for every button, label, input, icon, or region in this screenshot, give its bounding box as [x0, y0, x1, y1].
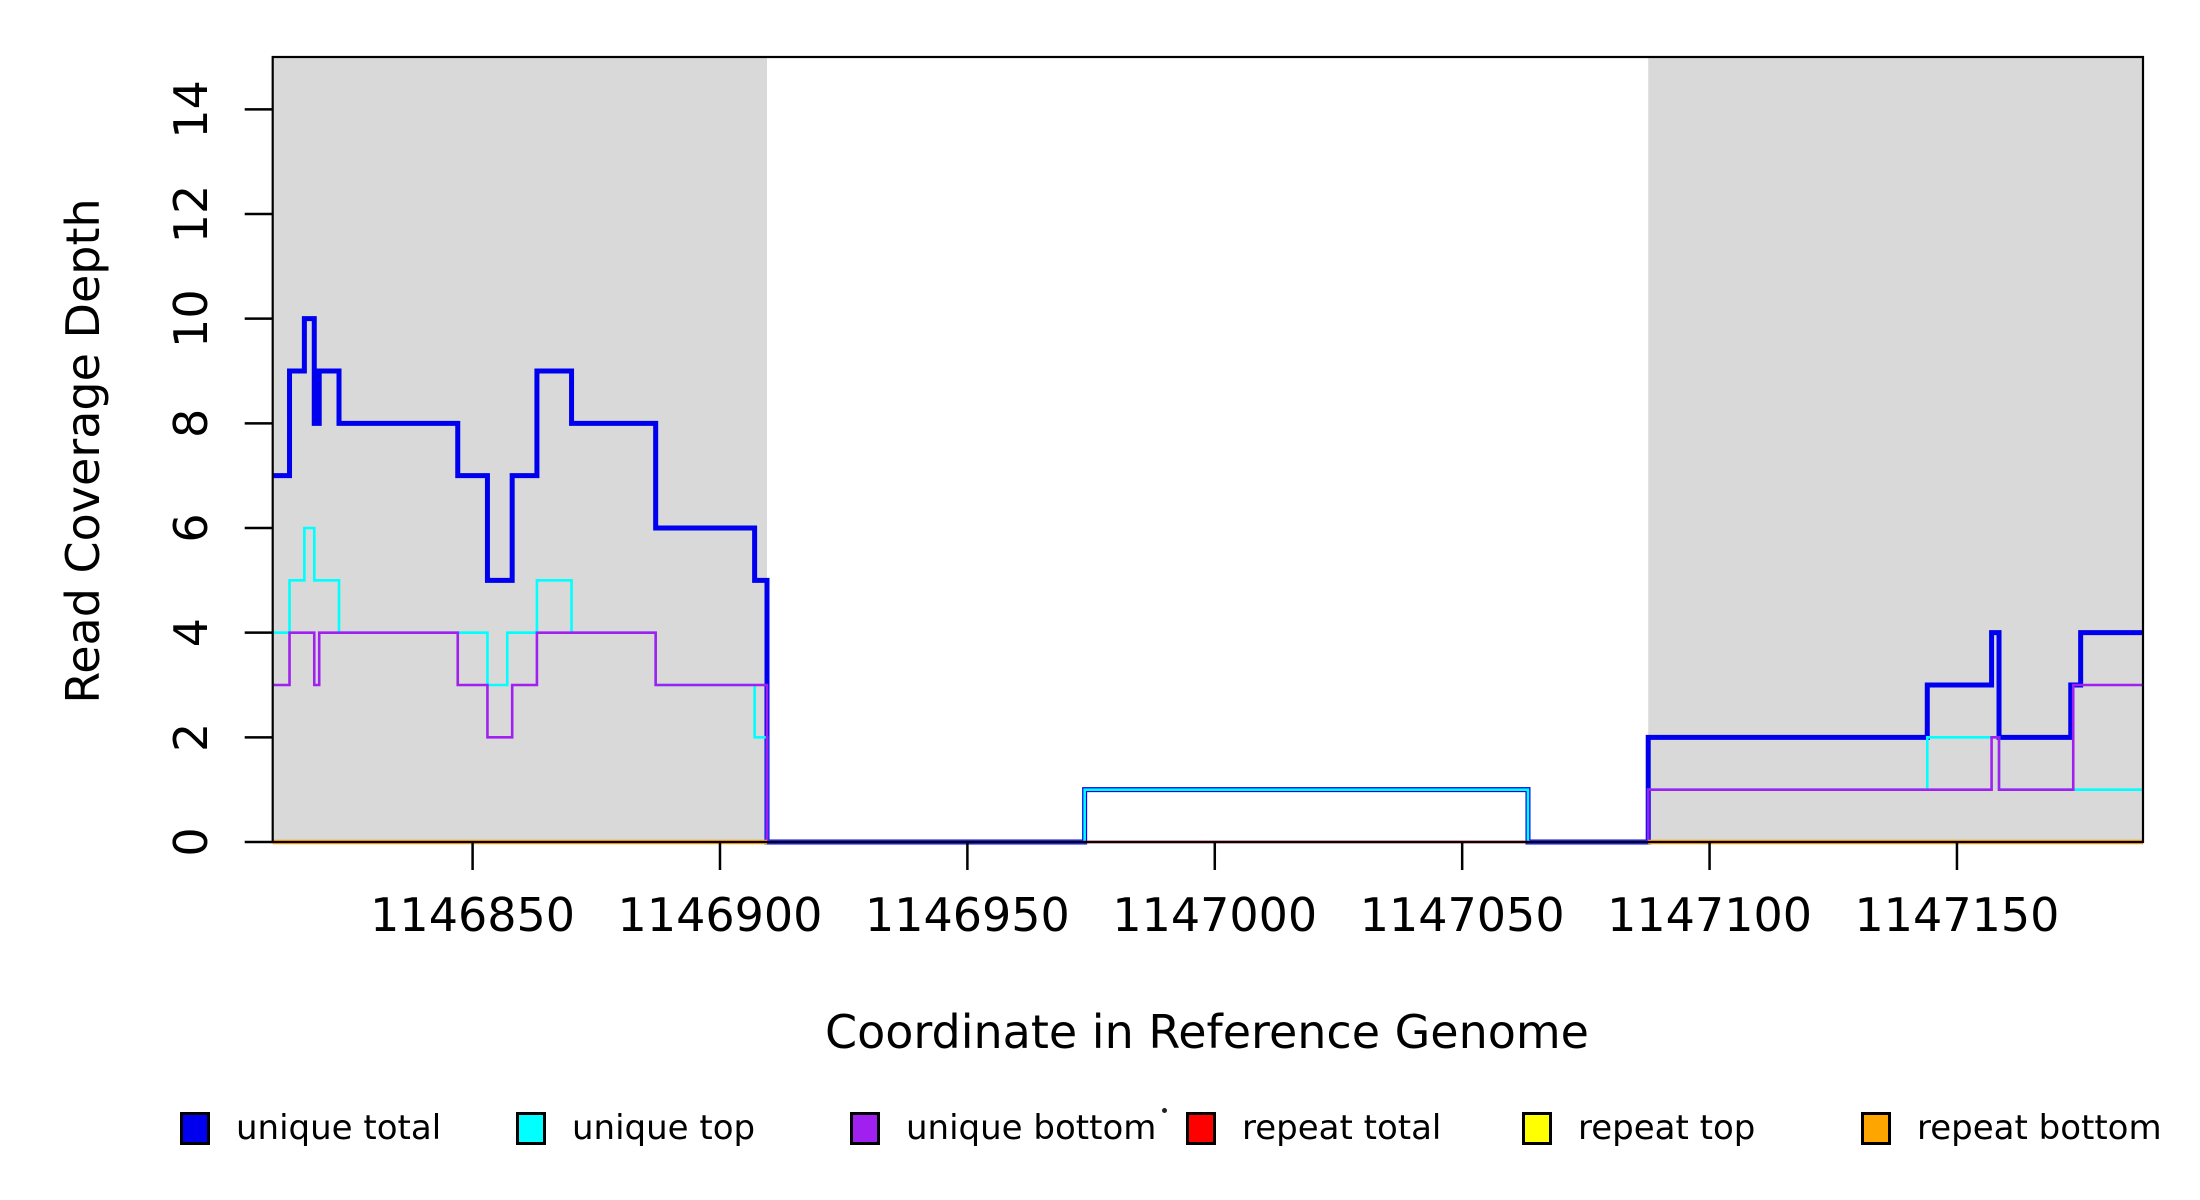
legend-item-repeat-top: repeat top	[1522, 1103, 1755, 1153]
legend-item-unique-bottom: unique bottom	[850, 1103, 1156, 1153]
axis-ticks	[244, 108, 1959, 870]
legend-swatch-icon	[516, 1111, 546, 1145]
legend-swatch-icon	[850, 1111, 880, 1145]
y-tick-label: 12	[164, 185, 218, 244]
legend-label: repeat total	[1242, 1108, 1442, 1148]
legend-label: repeat top	[1578, 1108, 1756, 1148]
legend-swatch-icon	[1522, 1111, 1552, 1145]
x-tick-label: 1147150	[1855, 888, 2060, 942]
x-tick-label: 1146850	[370, 888, 575, 942]
legend-label: unique top	[572, 1108, 756, 1148]
legend-item-unique-top: unique top	[516, 1103, 755, 1153]
x-tick-label: 1146900	[618, 888, 823, 942]
y-tick-label: 14	[164, 80, 218, 139]
x-tick-label: 1147100	[1607, 888, 1812, 942]
x-tick-label: 1147050	[1360, 888, 1565, 942]
series-line-unique-total	[272, 316, 2143, 845]
plot-border	[271, 55, 2145, 844]
x-tick-label: 1147000	[1112, 888, 1317, 942]
shaded-region	[1648, 57, 2143, 842]
legend-label: repeat bottom	[1917, 1108, 2162, 1148]
y-tick-label: 10	[164, 289, 218, 348]
legend-label: unique total	[236, 1108, 442, 1148]
y-axis-title: Read Coverage Depth	[56, 198, 110, 703]
shaded-region	[272, 57, 767, 842]
legend-label: unique bottom	[906, 1108, 1157, 1148]
legend-swatch-icon	[1861, 1111, 1891, 1145]
legend-item-unique-total: unique total	[180, 1103, 441, 1153]
legend-artifact-dot	[1162, 1108, 1167, 1113]
y-tick-label: 2	[164, 723, 218, 752]
legend-item-repeat-total: repeat total	[1186, 1103, 1441, 1153]
shaded-repeat-regions	[272, 57, 2143, 842]
legend-item-repeat-bottom: repeat bottom	[1861, 1103, 2162, 1153]
series-line-unique-bottom	[272, 631, 2143, 844]
legend-swatch-icon	[180, 1111, 210, 1145]
y-tick-label: 0	[164, 827, 218, 856]
axis-tick-labels: 0 2 4 6 8 10 12 14 1146850 1146900 1146950 1147000 1…	[164, 80, 2059, 942]
x-axis-title: Coordinate in Reference Genome	[825, 1005, 1589, 1059]
legend-swatch-icon	[1186, 1111, 1216, 1145]
legend: unique total unique top unique bottom repea…	[0, 1103, 2200, 1153]
y-tick-label: 6	[164, 513, 218, 542]
plot-border-box	[271, 55, 2145, 844]
y-tick-label: 8	[164, 409, 218, 438]
y-tick-label: 4	[164, 618, 218, 647]
x-tick-label: 1146950	[865, 888, 1070, 942]
